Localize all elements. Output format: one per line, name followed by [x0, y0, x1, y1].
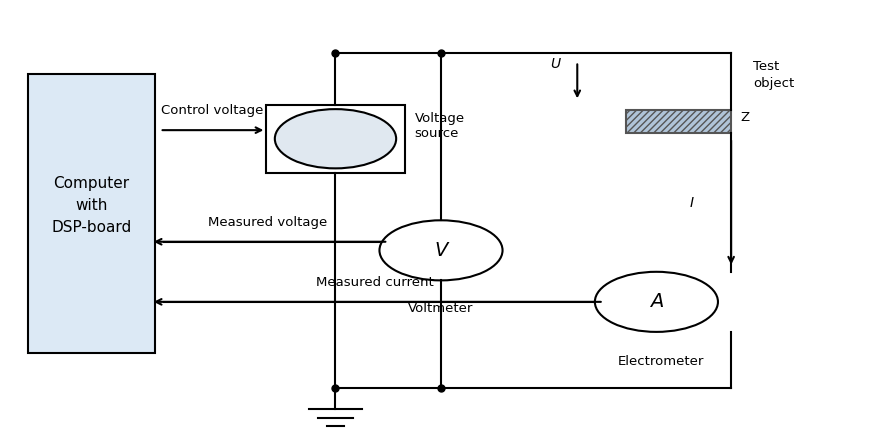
Text: Computer
with
DSP-board: Computer with DSP-board — [51, 175, 131, 235]
Text: Voltage
source: Voltage source — [415, 112, 465, 140]
Text: V: V — [434, 241, 448, 260]
FancyBboxPatch shape — [27, 74, 155, 353]
Circle shape — [594, 272, 718, 332]
Circle shape — [379, 220, 503, 280]
Text: Test
object: Test object — [753, 60, 795, 90]
Circle shape — [275, 109, 396, 168]
Text: Control voltage: Control voltage — [161, 104, 264, 117]
Text: Measured current: Measured current — [316, 276, 434, 289]
Text: Electrometer: Electrometer — [617, 356, 704, 368]
Text: Z: Z — [740, 111, 749, 124]
Bar — [266, 105, 405, 172]
Text: Measured voltage: Measured voltage — [208, 216, 327, 229]
Text: U: U — [550, 57, 560, 71]
Text: A: A — [650, 292, 663, 311]
Bar — [625, 110, 731, 133]
Text: Voltmeter: Voltmeter — [408, 302, 474, 315]
Text: I: I — [690, 196, 693, 210]
